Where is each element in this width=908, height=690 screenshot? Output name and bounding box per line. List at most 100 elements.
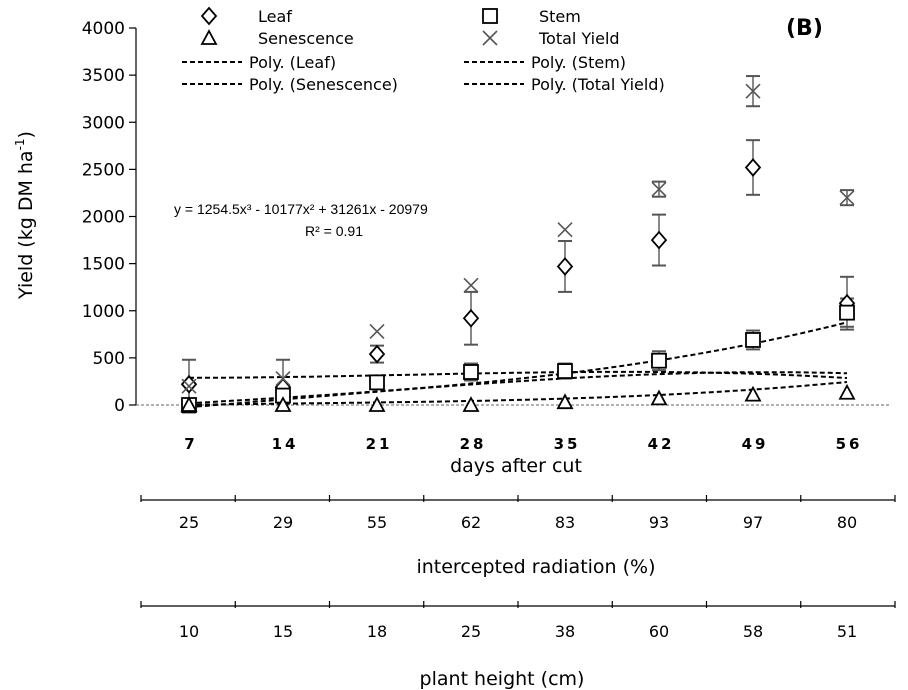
point-stem-5 [651,352,667,369]
legend-label-3: Total Yield [538,29,620,48]
y-tick-label-4000: 4000 [82,19,125,39]
point-stem-2 [369,374,385,391]
point-total-yield-5-b [651,181,667,197]
point-stem-6 [745,332,761,348]
point-senescence-5 [650,389,668,406]
row-0-value-4: 83 [555,513,575,532]
point-senescence-2 [368,396,386,412]
point-leaf-6 [744,158,762,177]
legend-marker-3-b [482,30,498,46]
row-0-value-0: 25 [179,513,199,532]
chart-axes: 0 500 1000 1500 2000 2500 3000 3500 4000 7 14 21 28 3… [82,19,896,641]
y-tick-label-500: 500 [93,349,125,369]
point-total-yield-5 [651,181,667,197]
point-senescence-4 [556,393,574,410]
point-total-yield-7 [839,190,855,206]
trendline-1 [188,321,848,405]
x-tick-label-14: 14 [272,435,299,453]
error-bars [182,75,854,414]
y-tick-label-1000: 1000 [82,302,125,322]
row-1-value-0: 10 [179,622,199,641]
point-total-yield-7-b [839,190,855,206]
r-squared: R² = 0.91 [305,223,363,239]
point-leaf-4 [556,257,574,276]
point-leaf-3 [462,308,480,328]
x-tick-label-28: 28 [460,435,487,453]
point-total-yield-6-b [745,83,761,99]
point-leaf-2 [368,344,386,364]
point-total-yield-0-b [181,378,197,394]
point-total-yield-3 [463,277,479,293]
point-total-yield-1-b [275,371,291,387]
row-1-value-7: 51 [837,622,857,641]
point-senescence-3 [462,396,480,412]
data-markers [180,83,856,413]
y-axis-title-end: ) [15,131,37,138]
point-stem-7 [839,304,855,321]
row-0-value-5: 93 [649,513,669,532]
legend-label-2: Senescence [258,29,354,48]
radiation-row-title: intercepted radiation (%) [416,556,655,578]
x-tick-label-35: 35 [554,435,581,453]
point-senescence-6 [744,385,762,402]
legend: Leaf Stem Senescence Total Yield Poly. (Leaf… [182,6,665,94]
row-1-value-1: 15 [273,622,293,641]
y-axis-title-main: Yield (kg DM ha [15,150,37,300]
x-tick-label-7: 7 [184,435,197,453]
y-axis-title: Yield (kg DM ha-1) [13,131,37,300]
x-tick-label-42: 42 [648,435,675,453]
point-total-yield-2 [369,323,385,340]
point-senescence-0 [180,396,198,412]
legend-trend-label-2: Poly. (Senescence) [249,75,398,94]
x-tick-label-49: 49 [742,435,769,453]
legend-marker-0 [200,6,218,26]
trendline-3 [188,371,848,409]
legend-marker-3 [482,30,498,46]
row-0-value-1: 29 [273,513,293,532]
point-total-yield-6 [745,83,761,99]
trendline-2 [189,381,848,406]
panel-label: (B) [786,16,823,41]
point-stem-4 [557,363,573,379]
row-0-value-2: 55 [367,513,387,532]
height-row-title: plant height (cm) [420,668,585,690]
point-senescence-1 [274,396,292,412]
trendlines [188,321,848,409]
point-stem-3 [463,364,479,380]
row-1-value-2: 18 [367,622,387,641]
legend-trend-label-0: Poly. (Leaf) [249,53,336,72]
row-0-value-3: 62 [461,513,481,532]
row-1-value-6: 58 [743,622,763,641]
row-1-value-4: 38 [555,622,575,641]
y-tick-label-1500: 1500 [82,255,125,275]
y-tick-label-3000: 3000 [82,113,125,133]
legend-trend-label-3: Poly. (Total Yield) [531,75,665,94]
point-total-yield-3-b [463,277,479,293]
point-total-yield-4-b [557,222,573,238]
point-senescence-7 [838,383,856,400]
point-leaf-5 [650,230,668,250]
x-tick-label-56: 56 [836,435,863,453]
x-tick-label-21: 21 [366,435,393,453]
legend-trend-label-1: Poly. (Stem) [531,53,626,72]
legend-label-0: Leaf [258,7,292,26]
row-0-value-7: 80 [837,513,857,532]
x-axis-title: days after cut [450,455,582,477]
legend-marker-1 [482,8,498,24]
y-axis-title-sup: -1 [13,138,27,150]
y-tick-label-3500: 3500 [82,66,125,86]
point-total-yield-2-b [369,323,385,340]
trend-equation: y = 1254.5x³ - 10177x² + 31261x - 20979 [174,201,428,217]
point-total-yield-0 [181,378,197,394]
row-1-value-3: 25 [461,622,481,641]
y-tick-label-2000: 2000 [82,208,125,228]
point-total-yield-4 [557,222,573,238]
legend-label-1: Stem [539,7,581,26]
row-0-value-6: 97 [743,513,763,532]
trendline-0 [189,370,848,379]
point-total-yield-1 [275,371,291,387]
y-tick-label-0: 0 [114,396,125,416]
y-tick-label-2500: 2500 [82,160,125,180]
row-1-value-5: 60 [649,622,669,641]
